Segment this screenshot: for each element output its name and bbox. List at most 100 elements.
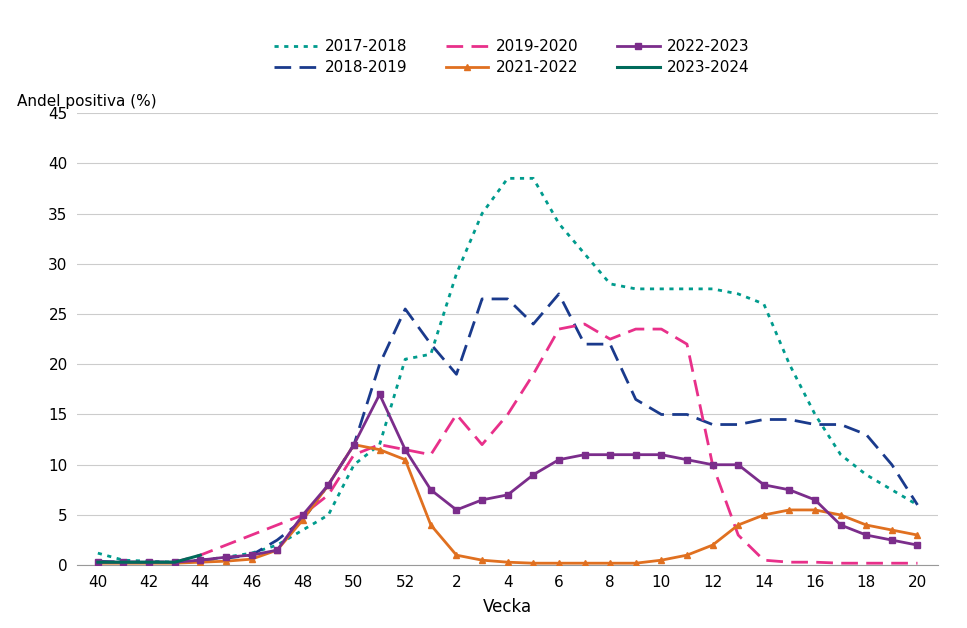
2018-2019 bbox=[425, 340, 437, 348]
2022-2023 bbox=[681, 456, 692, 463]
2017-2018 bbox=[399, 355, 411, 363]
2018-2019 bbox=[169, 558, 181, 566]
2019-2020 bbox=[861, 560, 872, 567]
2018-2019 bbox=[758, 416, 770, 423]
2021-2022 bbox=[399, 456, 411, 463]
2017-2018 bbox=[118, 556, 130, 564]
2021-2022 bbox=[732, 521, 744, 529]
2019-2020 bbox=[656, 325, 667, 333]
2019-2020 bbox=[297, 511, 308, 519]
2022-2023 bbox=[758, 481, 770, 489]
2018-2019 bbox=[399, 305, 411, 313]
2017-2018 bbox=[143, 558, 155, 565]
2017-2018 bbox=[246, 550, 257, 557]
2019-2020 bbox=[578, 320, 590, 328]
2022-2023 bbox=[578, 451, 590, 458]
2017-2018 bbox=[809, 411, 821, 418]
2017-2018 bbox=[323, 511, 335, 519]
2019-2020 bbox=[886, 560, 897, 567]
2019-2020 bbox=[272, 521, 283, 529]
2021-2022 bbox=[578, 560, 590, 567]
2019-2020 bbox=[374, 441, 386, 448]
2022-2023 bbox=[502, 491, 513, 499]
2019-2020 bbox=[835, 560, 846, 567]
2019-2020 bbox=[732, 531, 744, 539]
2018-2019 bbox=[118, 558, 130, 566]
2021-2022 bbox=[297, 516, 308, 524]
2017-2018 bbox=[758, 300, 770, 308]
2019-2020 bbox=[912, 560, 923, 567]
2021-2022 bbox=[502, 558, 513, 566]
2019-2020 bbox=[502, 411, 513, 418]
2017-2018 bbox=[451, 270, 462, 278]
Line: 2017-2018: 2017-2018 bbox=[98, 178, 918, 562]
2019-2020 bbox=[477, 441, 488, 448]
2022-2023 bbox=[272, 546, 283, 554]
2023-2024 bbox=[143, 558, 155, 566]
2022-2023 bbox=[553, 456, 565, 463]
Line: 2019-2020: 2019-2020 bbox=[98, 324, 918, 563]
2022-2023 bbox=[604, 451, 616, 458]
Text: Andel positiva (%): Andel positiva (%) bbox=[17, 94, 157, 109]
2021-2022 bbox=[553, 560, 565, 567]
Line: 2023-2024: 2023-2024 bbox=[98, 555, 200, 562]
Legend: 2017-2018, 2018-2019, 2019-2020, 2021-2022, 2022-2023, 2023-2024: 2017-2018, 2018-2019, 2019-2020, 2021-20… bbox=[275, 40, 749, 75]
2018-2019 bbox=[477, 295, 488, 303]
2017-2018 bbox=[169, 558, 181, 566]
2021-2022 bbox=[681, 551, 692, 559]
2018-2019 bbox=[553, 290, 565, 298]
2017-2018 bbox=[783, 360, 795, 368]
2017-2018 bbox=[912, 501, 923, 509]
2021-2022 bbox=[92, 560, 103, 567]
2018-2019 bbox=[272, 536, 283, 544]
2017-2018 bbox=[527, 175, 539, 182]
2017-2018 bbox=[553, 220, 565, 227]
2019-2020 bbox=[809, 558, 821, 566]
2022-2023 bbox=[399, 446, 411, 453]
X-axis label: Vecka: Vecka bbox=[484, 598, 532, 616]
2022-2023 bbox=[297, 511, 308, 519]
2018-2019 bbox=[861, 431, 872, 438]
2018-2019 bbox=[143, 558, 155, 566]
2018-2019 bbox=[502, 295, 513, 303]
2018-2019 bbox=[656, 411, 667, 418]
2018-2019 bbox=[630, 396, 641, 403]
2017-2018 bbox=[630, 285, 641, 293]
2017-2018 bbox=[707, 285, 718, 293]
2021-2022 bbox=[912, 531, 923, 539]
2018-2019 bbox=[707, 421, 718, 428]
2018-2019 bbox=[451, 371, 462, 378]
2019-2020 bbox=[246, 531, 257, 539]
2022-2023 bbox=[348, 441, 360, 448]
Line: 2021-2022: 2021-2022 bbox=[95, 441, 921, 566]
2017-2018 bbox=[272, 541, 283, 549]
2021-2022 bbox=[707, 541, 718, 549]
2017-2018 bbox=[374, 441, 386, 448]
2018-2019 bbox=[374, 360, 386, 368]
2022-2023 bbox=[92, 558, 103, 566]
2019-2020 bbox=[143, 558, 155, 566]
2022-2023 bbox=[169, 558, 181, 566]
2023-2024 bbox=[118, 558, 130, 566]
2022-2023 bbox=[527, 471, 539, 479]
2021-2022 bbox=[630, 560, 641, 567]
2018-2019 bbox=[297, 516, 308, 524]
2017-2018 bbox=[92, 550, 103, 557]
2017-2018 bbox=[220, 553, 232, 561]
2021-2022 bbox=[272, 546, 283, 554]
2023-2024 bbox=[194, 551, 206, 559]
2019-2020 bbox=[527, 371, 539, 378]
2021-2022 bbox=[194, 558, 206, 566]
2022-2023 bbox=[707, 461, 718, 468]
2018-2019 bbox=[886, 461, 897, 468]
2022-2023 bbox=[323, 481, 335, 489]
2017-2018 bbox=[604, 280, 616, 288]
2019-2020 bbox=[399, 446, 411, 453]
2018-2019 bbox=[912, 501, 923, 509]
2019-2020 bbox=[323, 491, 335, 499]
2021-2022 bbox=[604, 560, 616, 567]
2018-2019 bbox=[194, 556, 206, 564]
2022-2023 bbox=[630, 451, 641, 458]
2018-2019 bbox=[246, 551, 257, 559]
2019-2020 bbox=[553, 325, 565, 333]
